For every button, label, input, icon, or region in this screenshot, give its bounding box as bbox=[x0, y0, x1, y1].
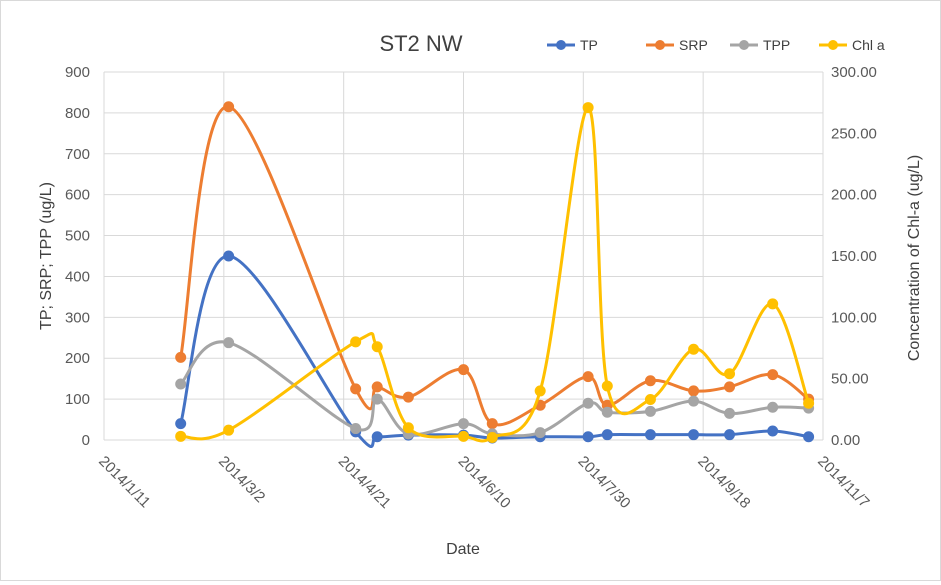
data-point-chl-a bbox=[582, 102, 594, 114]
y2-tick-label: 250.00 bbox=[831, 125, 877, 142]
data-point-tpp bbox=[724, 407, 736, 419]
legend-label: Chl a bbox=[852, 37, 885, 53]
data-point-tp bbox=[803, 431, 815, 443]
legend-swatch-marker bbox=[556, 40, 566, 50]
data-point-chl-a bbox=[371, 341, 383, 353]
data-point-tp bbox=[644, 429, 656, 441]
legend-swatch-marker bbox=[655, 40, 665, 50]
series-srp bbox=[175, 101, 815, 430]
data-point-chl-a bbox=[644, 394, 656, 406]
legend-item-chl-a: Chl a bbox=[819, 37, 885, 53]
y-axis-title: TP; SRP; TPP (ug/L) bbox=[38, 182, 55, 330]
data-point-chl-a bbox=[402, 422, 414, 434]
y2-tick-label: 150.00 bbox=[831, 248, 877, 265]
y-tick-label: 200 bbox=[65, 350, 90, 367]
data-point-srp bbox=[402, 391, 414, 403]
legend-label: TP bbox=[580, 37, 598, 53]
data-point-srp bbox=[724, 381, 736, 393]
series-tp bbox=[175, 250, 815, 448]
y-tick-label: 100 bbox=[65, 391, 90, 408]
y2-tick-label: 300.00 bbox=[831, 64, 877, 81]
x-axis-title: Date bbox=[446, 541, 480, 558]
y-tick-label: 700 bbox=[65, 146, 90, 163]
legend-swatch-marker bbox=[739, 40, 749, 50]
data-point-srp bbox=[486, 418, 498, 430]
data-point-tpp bbox=[350, 423, 362, 435]
series-tpp bbox=[175, 337, 815, 440]
y-tick-label: 400 bbox=[65, 268, 90, 285]
x-tick-label: 2014/3/2 bbox=[215, 453, 268, 506]
y2-tick-label: 0.00 bbox=[831, 432, 860, 449]
series-line-srp bbox=[179, 105, 811, 427]
x-tick-label: 2014/9/18 bbox=[694, 453, 753, 512]
data-point-chl-a bbox=[458, 430, 469, 442]
y-tick-label: 0 bbox=[82, 432, 90, 449]
data-point-chl-a bbox=[486, 432, 498, 444]
data-point-tpp bbox=[688, 395, 700, 407]
data-point-chl-a bbox=[724, 368, 736, 380]
series-chl-a bbox=[175, 102, 815, 444]
data-point-tpp bbox=[534, 427, 546, 439]
data-point-srp bbox=[688, 385, 700, 397]
series-line-chl-a bbox=[179, 106, 811, 443]
legend-label: SRP bbox=[679, 37, 708, 53]
data-point-tpp bbox=[175, 378, 187, 390]
data-point-tpp bbox=[371, 393, 383, 405]
x-tick-label: 2014/6/10 bbox=[455, 453, 514, 512]
legend-item-tpp: TPP bbox=[730, 37, 790, 53]
series-line-tpp bbox=[179, 340, 811, 438]
data-point-chl-a bbox=[175, 430, 187, 442]
data-point-tp bbox=[688, 429, 700, 441]
legend-swatch-marker bbox=[828, 40, 838, 50]
data-point-chl-a bbox=[688, 343, 700, 355]
data-point-tpp bbox=[458, 418, 469, 430]
data-point-tp bbox=[601, 429, 613, 441]
data-point-tp bbox=[223, 250, 235, 262]
data-point-chl-a bbox=[534, 385, 546, 397]
y2-tick-label: 200.00 bbox=[831, 187, 877, 204]
series-line-tp bbox=[179, 254, 811, 448]
data-point-tp bbox=[767, 425, 779, 437]
chart-title: ST2 NW bbox=[379, 31, 462, 56]
data-point-srp bbox=[582, 371, 594, 383]
legend-label: TPP bbox=[763, 37, 790, 53]
data-point-tpp bbox=[223, 337, 235, 349]
x-tick-label: 2014/4/21 bbox=[335, 453, 394, 512]
data-point-chl-a bbox=[350, 336, 362, 348]
y-tick-label: 900 bbox=[65, 64, 90, 81]
data-point-srp bbox=[350, 383, 362, 395]
y-tick-label: 500 bbox=[65, 228, 90, 245]
data-point-tpp bbox=[601, 406, 613, 418]
data-point-srp bbox=[223, 101, 235, 113]
y2-tick-label: 100.00 bbox=[831, 309, 877, 326]
data-point-srp bbox=[767, 369, 779, 381]
data-point-srp bbox=[644, 375, 656, 387]
y-tick-label: 800 bbox=[65, 105, 90, 122]
data-point-srp bbox=[458, 364, 469, 376]
data-point-srp bbox=[175, 351, 187, 363]
y-tick-label: 600 bbox=[65, 187, 90, 204]
y2-tick-label: 50.00 bbox=[831, 371, 869, 388]
data-point-tp bbox=[371, 431, 383, 443]
legend-item-srp: SRP bbox=[646, 37, 708, 53]
x-tick-label: 2014/7/30 bbox=[575, 453, 634, 512]
y2-axis-title: Concentration of Chl-a (ug/L) bbox=[906, 155, 923, 361]
data-point-chl-a bbox=[223, 424, 235, 436]
data-point-chl-a bbox=[601, 380, 613, 392]
data-point-tpp bbox=[767, 401, 779, 413]
x-tick-label: 2014/11/7 bbox=[814, 453, 872, 511]
y-tick-label: 300 bbox=[65, 309, 90, 326]
data-point-tpp bbox=[582, 397, 594, 409]
data-point-chl-a bbox=[767, 298, 779, 310]
data-point-chl-a bbox=[803, 397, 815, 409]
data-point-tpp bbox=[644, 405, 656, 417]
data-point-srp bbox=[371, 381, 383, 393]
data-point-tp bbox=[175, 418, 187, 430]
legend-item-tp: TP bbox=[547, 37, 598, 53]
x-tick-label: 2014/1/11 bbox=[95, 453, 153, 511]
data-point-tp bbox=[582, 431, 594, 443]
data-point-tp bbox=[724, 429, 736, 441]
